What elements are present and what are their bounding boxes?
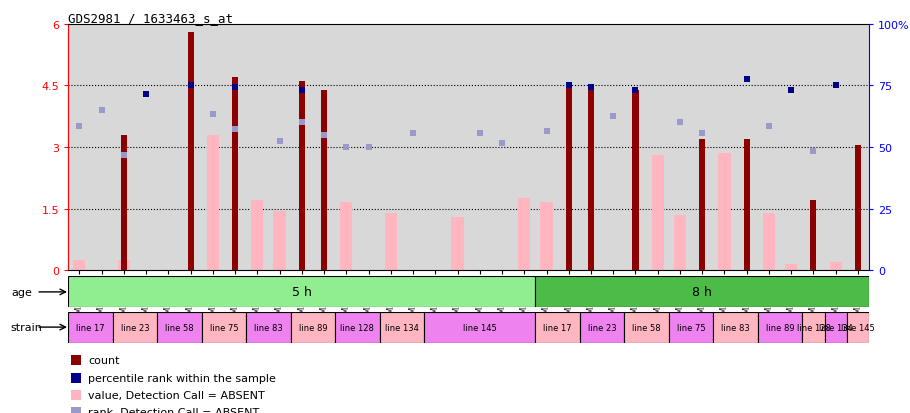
- Text: percentile rank within the sample: percentile rank within the sample: [88, 373, 276, 383]
- Bar: [251, 201, 264, 271]
- Bar: [632, 90, 639, 271]
- Text: line 145: line 145: [463, 323, 497, 332]
- Text: GDS2981 / 1633463_s_at: GDS2981 / 1633463_s_at: [68, 12, 233, 25]
- Bar: [566, 86, 571, 271]
- Bar: [202, 312, 247, 343]
- Bar: [518, 199, 531, 271]
- Bar: [451, 217, 464, 271]
- Bar: [424, 312, 535, 343]
- Text: line 83: line 83: [254, 323, 283, 332]
- Bar: [758, 312, 803, 343]
- Bar: [207, 135, 219, 271]
- Text: 8 h: 8 h: [693, 286, 713, 299]
- Bar: [824, 312, 847, 343]
- Text: line 58: line 58: [165, 323, 194, 332]
- Bar: [580, 312, 624, 343]
- Bar: [273, 211, 286, 271]
- Bar: [335, 312, 379, 343]
- Bar: [854, 146, 861, 271]
- Text: count: count: [88, 356, 120, 366]
- Bar: [187, 33, 194, 271]
- Bar: [541, 203, 552, 271]
- Text: line 23: line 23: [121, 323, 149, 332]
- Bar: [298, 82, 305, 271]
- Bar: [68, 312, 113, 343]
- Bar: [673, 215, 686, 271]
- Bar: [340, 203, 352, 271]
- Bar: [73, 260, 86, 271]
- Text: strain: strain: [11, 322, 43, 332]
- Text: line 134: line 134: [819, 323, 853, 332]
- Text: value, Detection Call = ABSENT: value, Detection Call = ABSENT: [88, 390, 265, 400]
- Bar: [385, 213, 397, 271]
- Bar: [121, 135, 126, 271]
- Bar: [247, 312, 290, 343]
- Text: line 75: line 75: [677, 323, 705, 332]
- Bar: [113, 312, 157, 343]
- Bar: [718, 154, 731, 271]
- Bar: [157, 312, 202, 343]
- Bar: [699, 140, 705, 271]
- Text: line 89: line 89: [298, 323, 328, 332]
- Bar: [624, 312, 669, 343]
- Text: line 134: line 134: [385, 323, 419, 332]
- Bar: [232, 78, 238, 271]
- Bar: [743, 140, 750, 271]
- Bar: [68, 277, 535, 308]
- Bar: [811, 201, 816, 271]
- Bar: [803, 312, 824, 343]
- Text: rank, Detection Call = ABSENT: rank, Detection Call = ABSENT: [88, 407, 259, 413]
- Bar: [588, 90, 594, 271]
- Bar: [652, 156, 664, 271]
- Bar: [379, 312, 424, 343]
- Text: line 128: line 128: [340, 323, 374, 332]
- Text: line 75: line 75: [209, 323, 238, 332]
- Text: line 58: line 58: [632, 323, 661, 332]
- Text: line 17: line 17: [76, 323, 105, 332]
- Bar: [321, 90, 327, 271]
- Bar: [290, 312, 335, 343]
- Bar: [785, 264, 797, 271]
- Bar: [763, 213, 775, 271]
- Text: line 128: line 128: [796, 323, 831, 332]
- Text: 5 h: 5 h: [292, 286, 312, 299]
- Text: line 89: line 89: [765, 323, 794, 332]
- Bar: [535, 277, 869, 308]
- Bar: [117, 260, 130, 271]
- Bar: [669, 312, 713, 343]
- Text: line 23: line 23: [588, 323, 616, 332]
- Bar: [535, 312, 580, 343]
- Bar: [830, 262, 842, 271]
- Text: line 17: line 17: [543, 323, 572, 332]
- Text: line 145: line 145: [841, 323, 875, 332]
- Text: age: age: [11, 287, 32, 297]
- Text: line 83: line 83: [722, 323, 750, 332]
- Bar: [847, 312, 869, 343]
- Bar: [713, 312, 758, 343]
